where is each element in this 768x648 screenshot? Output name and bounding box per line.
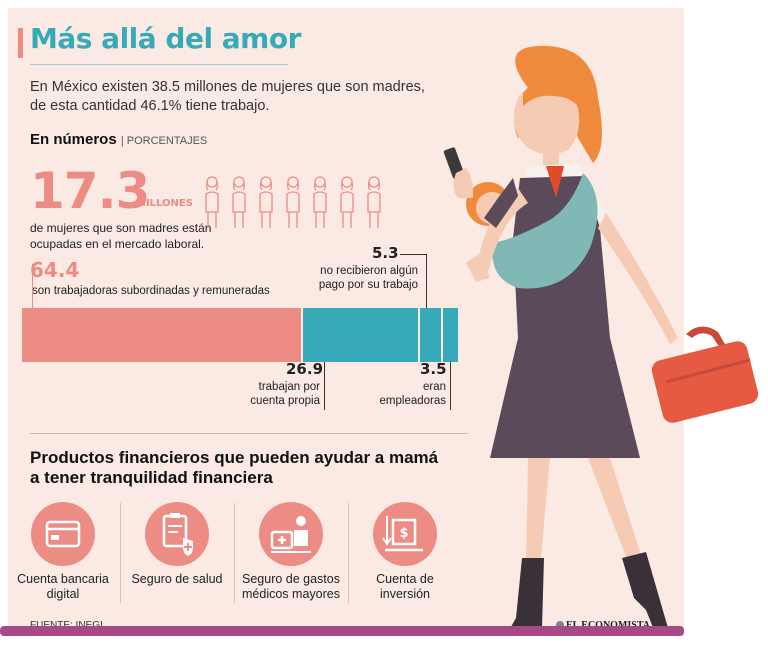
desc-26-9: trabajan por cuenta propia xyxy=(250,381,320,407)
product-label: Cuenta bancaria digital xyxy=(17,572,109,601)
highlight-description: de mujeres que son madres están ocupadas… xyxy=(30,221,212,251)
bar-segment xyxy=(22,308,301,362)
product-card-digital-account: Cuenta bancaria digital xyxy=(8,502,118,602)
desc-64-4: son trabajadoras subordinadas y remunera… xyxy=(32,285,270,297)
desc-3-5: eran empleadoras xyxy=(379,381,446,407)
woman-icon xyxy=(205,176,219,228)
product-card-investment: $ Cuenta de inversión xyxy=(350,502,460,602)
label-64-4: 64.4 xyxy=(30,258,80,282)
intro-text: En México existen 38.5 millones de mujer… xyxy=(30,79,425,114)
svg-text:$: $ xyxy=(399,526,408,541)
brand-dot-icon xyxy=(556,621,564,629)
label-3-5: 3.5 xyxy=(420,360,447,378)
leader-64-4 xyxy=(32,264,33,308)
mother-illustration xyxy=(443,45,678,633)
woman-icon xyxy=(286,176,300,228)
infographic-card: Más allá del amor En México existen 38.5… xyxy=(8,8,684,636)
section-heading: En números | PORCENTAJES xyxy=(30,131,207,148)
bar-segment xyxy=(419,308,441,362)
leader-3-5 xyxy=(450,362,451,410)
leader-5-3-v xyxy=(426,254,427,308)
desc-5-3: no recibieron algún pago por su trabajo xyxy=(318,265,418,291)
product-label: Cuenta de inversión xyxy=(376,572,434,601)
highlight-unit: MILLONES xyxy=(136,198,193,209)
product-separator xyxy=(234,503,235,603)
leader-26-9 xyxy=(324,362,325,410)
bar-segment xyxy=(442,308,458,362)
women-icons xyxy=(205,176,381,228)
investment-icon: $ xyxy=(373,502,437,566)
woman-icon xyxy=(340,176,354,228)
woman-icon xyxy=(232,176,246,228)
health-insurance-icon xyxy=(145,502,209,566)
handbag-illustration xyxy=(651,326,759,423)
product-card-health: Seguro de salud xyxy=(122,502,232,587)
title-accent xyxy=(18,28,23,58)
woman-icon xyxy=(259,176,273,228)
product-label: Seguro de salud xyxy=(131,572,223,586)
section-divider xyxy=(30,433,468,434)
label-5-3: 5.3 xyxy=(372,244,399,262)
medical-expenses-icon xyxy=(259,502,323,566)
section-title: En números xyxy=(30,131,117,148)
leader-5-3-h xyxy=(400,254,426,255)
brand-logo: EL ECONOMISTA xyxy=(556,620,650,631)
page-title: Más allá del amor xyxy=(30,22,301,55)
product-label: Seguro de gastos médicos mayores xyxy=(242,572,340,601)
products-title: Productos financieros que pueden ayudar … xyxy=(30,448,439,487)
credit-card-icon xyxy=(31,502,95,566)
title-underline xyxy=(30,64,288,65)
source-note: FUENTE: INEGI xyxy=(30,620,103,631)
bar-segment xyxy=(302,308,418,362)
product-card-medical-expenses: Seguro de gastos médicos mayores xyxy=(236,502,346,602)
label-26-9: 26.9 xyxy=(286,360,324,378)
footer-bar xyxy=(0,626,684,636)
woman-icon xyxy=(367,176,381,228)
woman-icon xyxy=(313,176,327,228)
section-subtitle: | PORCENTAJES xyxy=(120,135,208,147)
product-separator xyxy=(120,503,121,603)
highlight-number: 17.3 xyxy=(30,162,150,220)
product-separator xyxy=(348,503,349,603)
brand-text: EL ECONOMISTA xyxy=(566,620,650,631)
